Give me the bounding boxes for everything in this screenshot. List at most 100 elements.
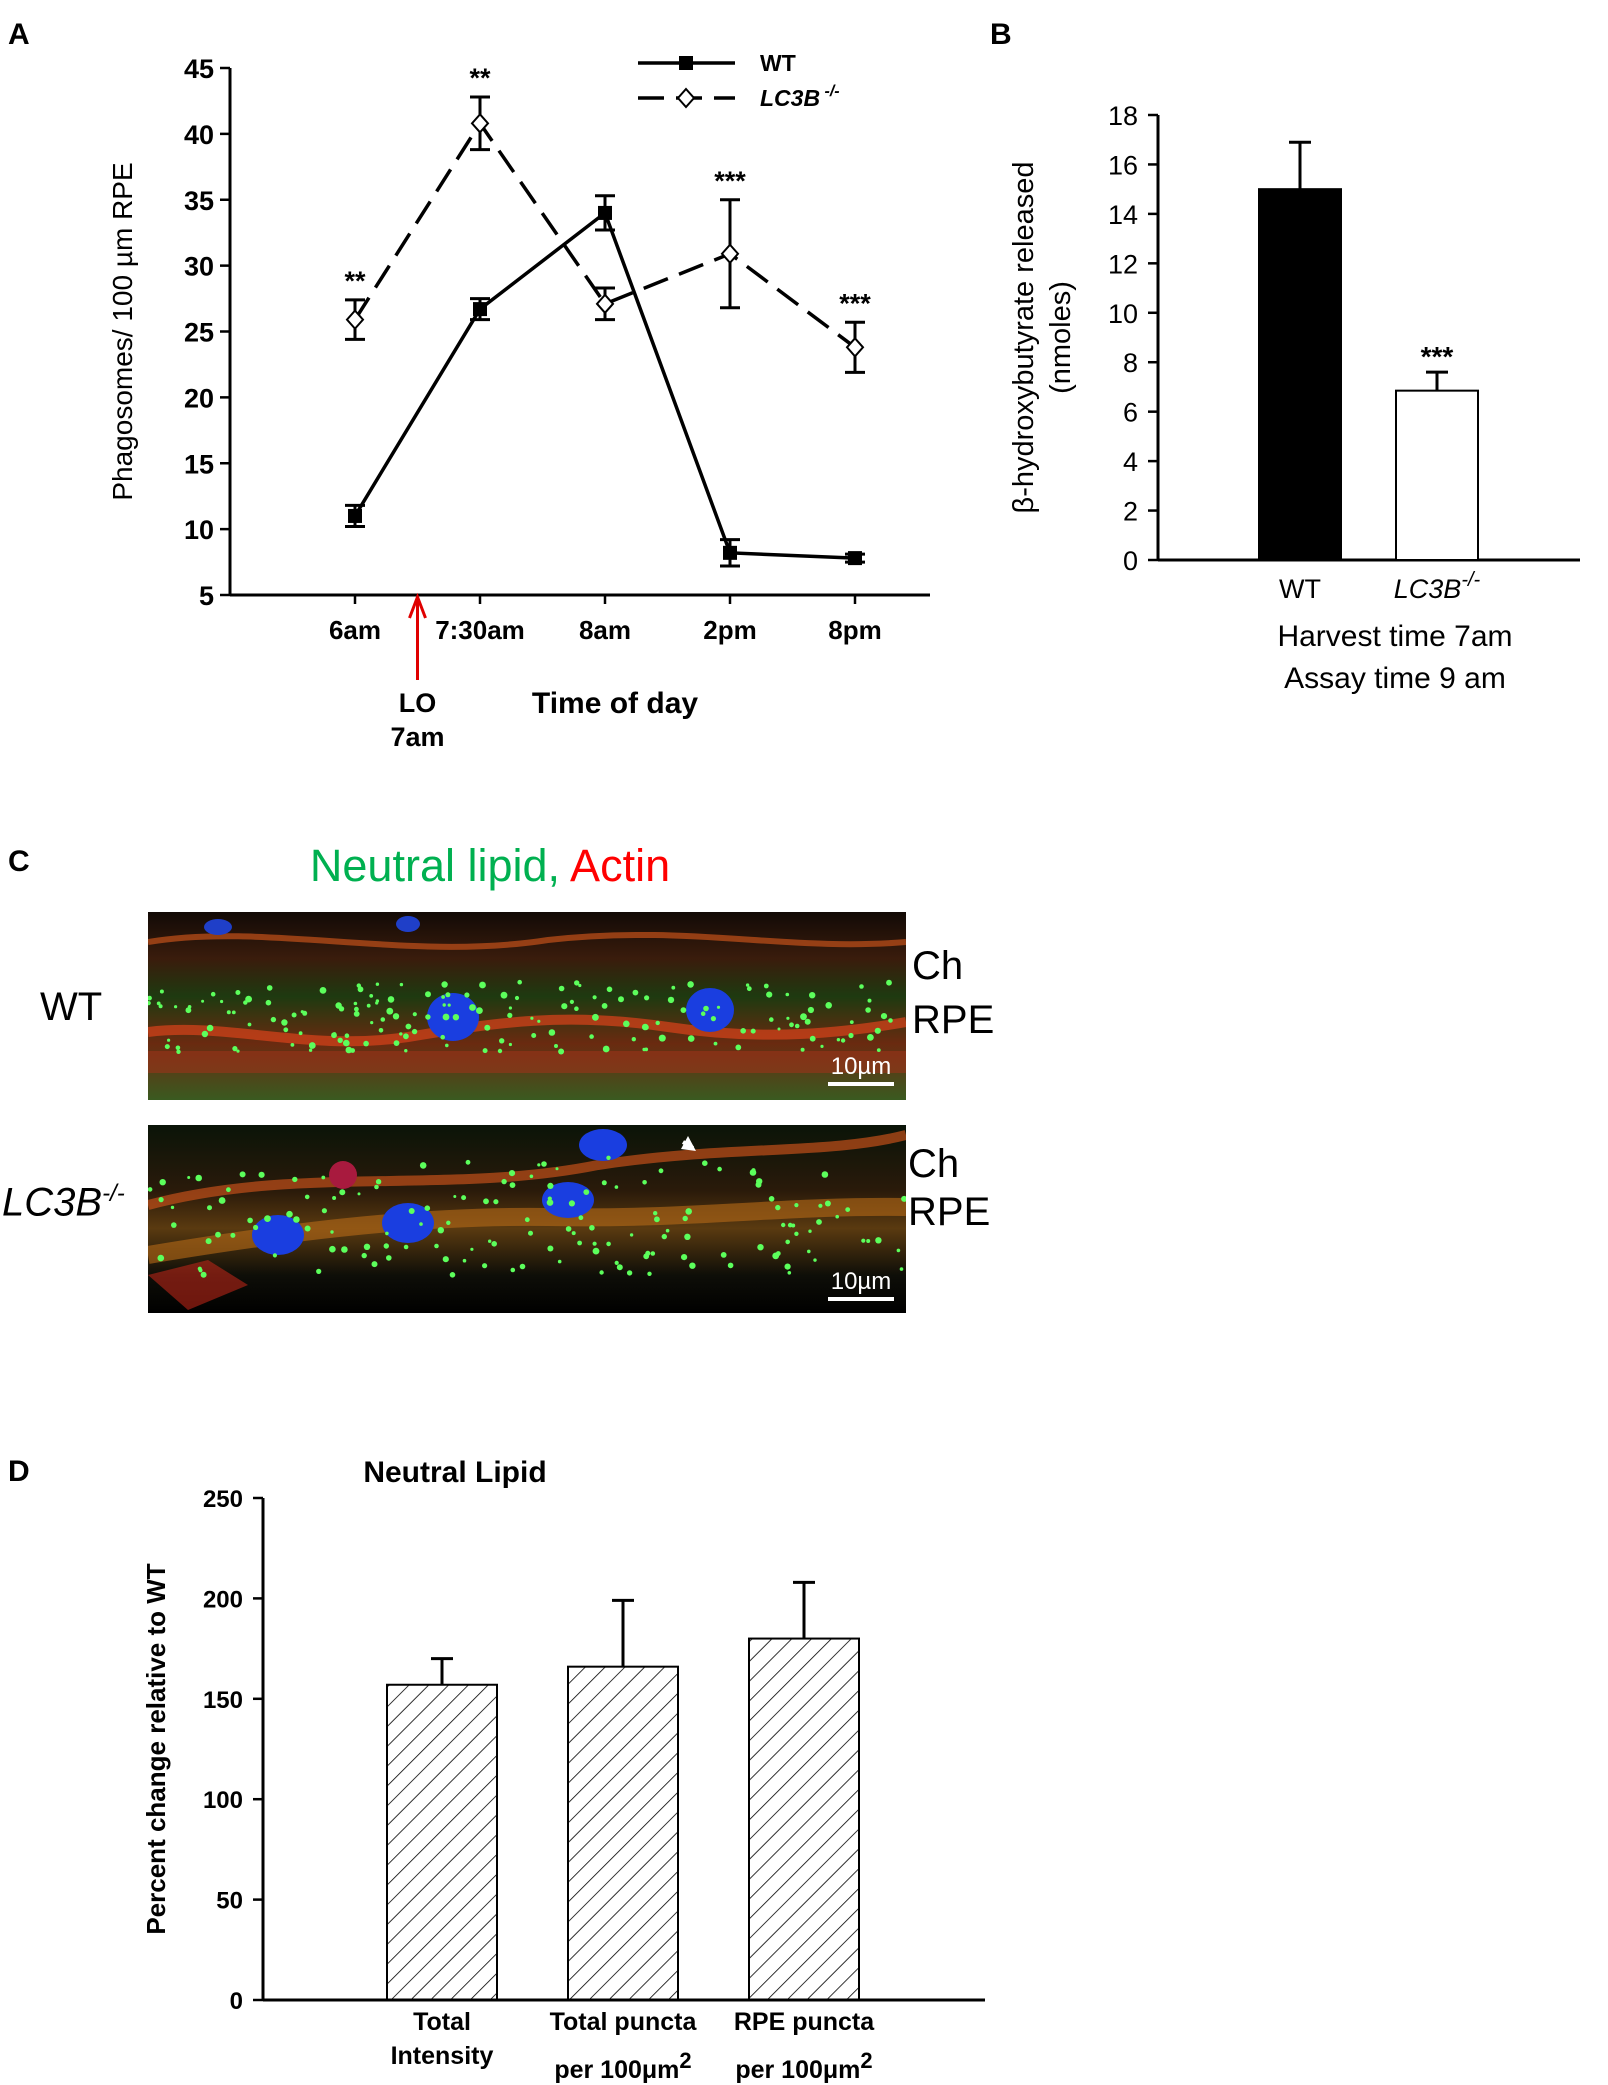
lipid-droplet xyxy=(614,1260,619,1265)
lipid-droplet xyxy=(210,991,216,997)
lipid-droplet xyxy=(266,985,273,991)
lipid-droplet xyxy=(845,1207,851,1212)
lipid-droplet xyxy=(745,983,750,987)
lipid-droplet xyxy=(642,1180,647,1185)
lipid-droplet xyxy=(363,1243,371,1250)
lipid-droplet xyxy=(344,1033,350,1038)
lipid-droplet xyxy=(750,1028,756,1034)
lipid-droplet xyxy=(419,1162,427,1169)
lipid-droplet xyxy=(665,1228,670,1233)
lipid-droplet xyxy=(220,999,224,1004)
lipid-droplet xyxy=(684,1233,691,1240)
lipid-droplet xyxy=(789,1022,794,1028)
lipid-droplet xyxy=(371,1261,378,1268)
lipid-droplet xyxy=(901,1195,906,1202)
lipid-droplet xyxy=(404,1049,408,1053)
bar xyxy=(1258,188,1342,562)
legend-marker xyxy=(679,56,693,70)
lipid-droplet xyxy=(720,1252,727,1258)
lipid-droplet xyxy=(157,1254,165,1262)
lipid-droplet xyxy=(434,1243,439,1249)
x-tick-label-line1: Total puncta xyxy=(550,2008,698,2036)
lipid-droplet xyxy=(508,1042,512,1047)
x-tick-label: WT xyxy=(1279,574,1321,604)
lipid-droplet xyxy=(808,1229,812,1233)
lipid-droplet xyxy=(813,1258,817,1262)
lipid-droplet xyxy=(606,1155,611,1160)
lipid-droplet xyxy=(865,1007,871,1013)
micro-row-label-sup: -/- xyxy=(102,1180,125,1207)
lipid-droplet xyxy=(508,1006,512,1010)
lipid-droplet xyxy=(519,1263,526,1270)
lipid-droplet xyxy=(385,1231,389,1236)
lipid-droplet xyxy=(653,1211,658,1216)
lipid-droplet xyxy=(867,1034,874,1041)
lipid-droplet xyxy=(357,1192,361,1196)
lipid-droplet xyxy=(205,1238,212,1245)
lipid-droplet xyxy=(680,1007,687,1013)
lipid-droplet xyxy=(283,1027,289,1033)
lipid-droplet xyxy=(655,1020,660,1026)
lipid-droplet xyxy=(836,1038,841,1042)
y-tick-label: 0 xyxy=(230,1988,243,2015)
data-point xyxy=(720,243,740,265)
lipid-droplet xyxy=(592,1247,600,1255)
x-tick-label: LC3B-/- xyxy=(1394,569,1481,604)
lipid-droplet xyxy=(507,1012,513,1018)
lipid-droplet xyxy=(329,1245,336,1253)
lipid-droplet xyxy=(482,1263,488,1269)
x-tick-label-sup: 2 xyxy=(860,2048,872,2073)
bar xyxy=(748,1637,860,2001)
chart-a-phagosomes: 5 10 15 20 25 30 35 40 45 6am 7:30am 8am 2pm 8pm Phago… xyxy=(107,50,930,752)
lipid-droplet xyxy=(618,996,624,1003)
lipid-droplet xyxy=(794,1203,799,1208)
lipid-droplet xyxy=(236,1049,240,1053)
lipid-droplet xyxy=(218,1197,226,1204)
lipid-droplet xyxy=(449,1272,456,1278)
y-tick-label: 20 xyxy=(184,383,214,413)
lipid-droplet xyxy=(632,989,639,996)
lipid-droplet xyxy=(785,1239,790,1245)
micrograph-title-actin: Actin xyxy=(560,840,671,891)
lipid-droplet xyxy=(245,995,252,1003)
data-point xyxy=(595,293,615,315)
lipid-droplet xyxy=(756,1178,763,1185)
y-tick-label: 16 xyxy=(1108,150,1138,180)
data-point xyxy=(845,336,865,358)
lipid-droplet xyxy=(440,1034,446,1040)
lipid-droplet xyxy=(375,1179,382,1185)
lipid-droplet xyxy=(558,1048,565,1055)
lipid-droplet xyxy=(392,1013,400,1020)
lipid-droplet xyxy=(316,1268,322,1274)
lipid-droplet xyxy=(167,1038,171,1042)
lipid-droplet xyxy=(786,1016,790,1020)
lipid-droplet xyxy=(777,1027,781,1031)
legend-marker xyxy=(676,87,696,109)
x-tick-label-main: per 100μm xyxy=(735,2056,860,2084)
x-tick-label-line1: RPE puncta xyxy=(734,2008,875,2036)
lipid-droplet xyxy=(528,1230,533,1236)
micro-row-label-wt: WT xyxy=(40,985,102,1030)
lipid-droplet xyxy=(818,1203,823,1208)
y-tick-label: 45 xyxy=(184,54,214,84)
lipid-droplet xyxy=(687,1035,695,1042)
lipid-droplet xyxy=(859,984,864,989)
lipid-droplet xyxy=(601,1180,607,1186)
y-tick-label: 250 xyxy=(203,1486,243,1513)
x-tick-label-line2: per 100μm2 xyxy=(735,2048,872,2084)
y-tick-label: 150 xyxy=(203,1687,243,1714)
lipid-droplet xyxy=(483,1198,489,1205)
lipid-droplet xyxy=(768,1196,775,1202)
lipid-droplet xyxy=(207,1205,212,1211)
y-tick-label: 18 xyxy=(1108,101,1138,131)
lipid-droplet xyxy=(529,1174,534,1179)
rpe-label: RPE xyxy=(912,998,995,1042)
data-point xyxy=(345,309,365,331)
lipid-droplet xyxy=(330,1230,334,1234)
lipid-droplet xyxy=(763,983,769,989)
lipid-droplet xyxy=(667,996,675,1004)
scale-bar-label: 10µm xyxy=(831,1268,892,1295)
lipid-droplet xyxy=(441,981,448,988)
lipid-droplet xyxy=(383,1243,389,1249)
lipid-droplet xyxy=(350,1048,355,1053)
